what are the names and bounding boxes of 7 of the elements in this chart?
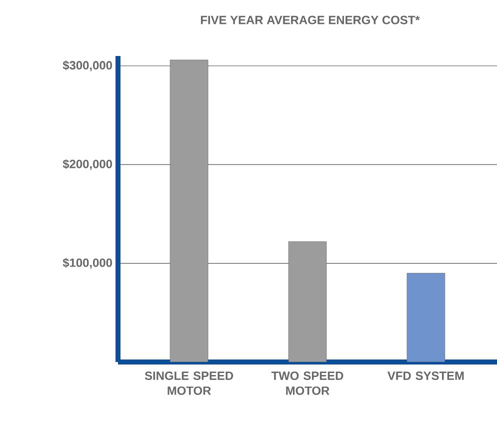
x-tick-label: TWO SPEED MOTOR	[271, 372, 344, 395]
chart-title: FIVE YEAR AVERAGE ENERGY COST*	[200, 16, 420, 24]
y-tick-label: $100,000	[62, 258, 112, 269]
y-tick-label: $300,000	[62, 60, 112, 72]
y-tick-label: $200,000	[62, 159, 112, 170]
x-tick-label: SINGLE SPEED MOTOR	[144, 372, 234, 395]
x-tick-label: VFD SYSTEM	[387, 372, 464, 380]
